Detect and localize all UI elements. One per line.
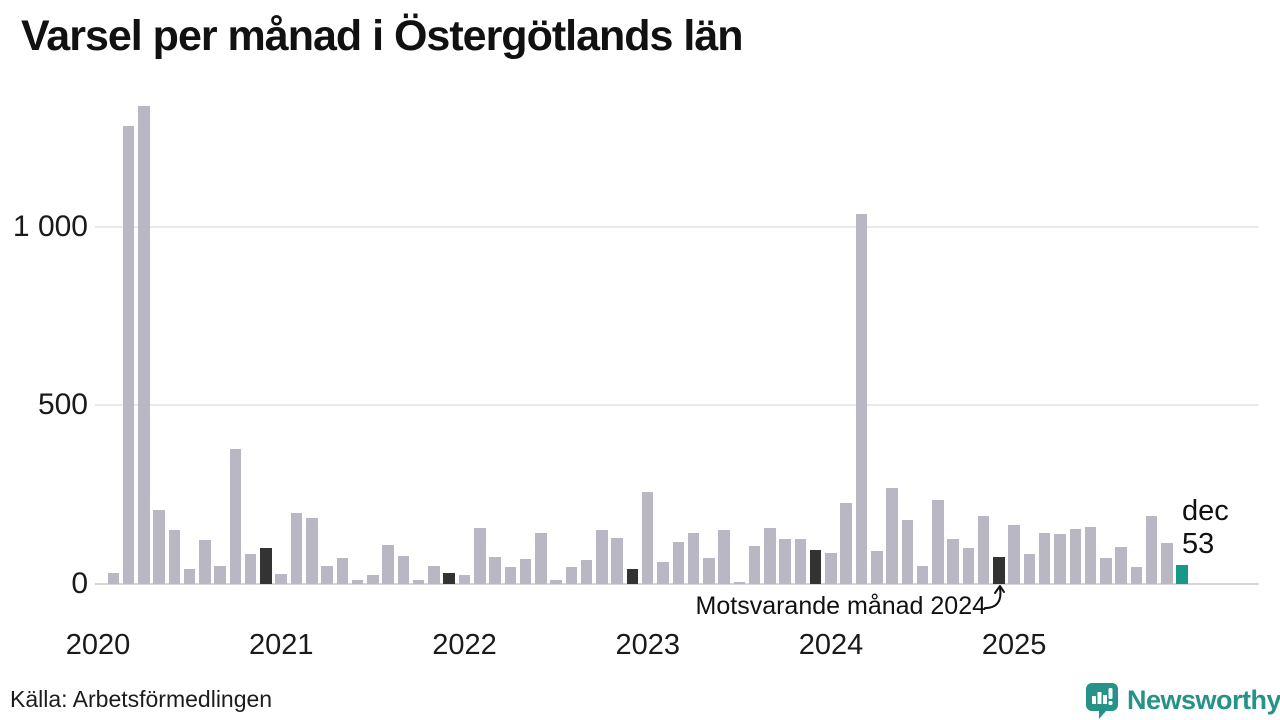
bar-month-48 bbox=[825, 552, 837, 584]
bar-month-63 bbox=[1054, 533, 1066, 584]
bar-month-45 bbox=[779, 538, 791, 584]
x-axis-tick-label-2022: 2022 bbox=[432, 629, 497, 661]
bar-month-70 bbox=[1161, 542, 1173, 584]
x-axis-tick-label-2023: 2023 bbox=[615, 629, 680, 661]
bar-month-3 bbox=[138, 106, 150, 584]
bar-month-40 bbox=[703, 557, 715, 584]
y-axis-tick-label: 0 bbox=[71, 567, 88, 600]
bar-month-21 bbox=[412, 579, 425, 584]
bar-month-71 bbox=[1176, 565, 1188, 584]
bar-month-30 bbox=[550, 579, 562, 584]
bar-month-8 bbox=[214, 566, 226, 584]
y-axis-tick-label: 1 000 bbox=[12, 209, 88, 243]
bar-month-59 bbox=[993, 556, 1005, 584]
bar-month-18 bbox=[367, 575, 379, 584]
bar-month-27 bbox=[504, 566, 517, 584]
current-point-month: dec bbox=[1182, 495, 1229, 527]
bar-month-69 bbox=[1145, 516, 1158, 584]
bar-month-37 bbox=[657, 561, 669, 584]
bar-month-19 bbox=[382, 544, 394, 584]
bar-month-42 bbox=[733, 582, 746, 584]
bar-month-61 bbox=[1023, 553, 1036, 584]
bar-month-12 bbox=[275, 573, 287, 584]
bar-month-22 bbox=[428, 566, 440, 584]
bar-month-14 bbox=[306, 517, 318, 584]
bar-month-4 bbox=[153, 509, 165, 584]
bar-month-67 bbox=[1115, 546, 1127, 584]
bar-month-68 bbox=[1130, 566, 1143, 584]
bar-month-34 bbox=[611, 537, 623, 584]
bar-month-36 bbox=[641, 491, 654, 584]
bar-month-50 bbox=[855, 213, 868, 584]
bar-month-5 bbox=[168, 529, 181, 584]
bar-month-10 bbox=[244, 553, 257, 584]
bar-month-57 bbox=[962, 547, 975, 584]
bar-month-31 bbox=[565, 566, 578, 584]
brand-name: Newsworthy bbox=[1127, 684, 1280, 715]
x-axis-tick-label-2020: 2020 bbox=[65, 629, 131, 661]
bar-month-32 bbox=[580, 560, 593, 584]
current-point-label: dec 53 bbox=[1182, 495, 1229, 561]
bar-month-43 bbox=[748, 545, 761, 584]
annotation-label: Motsvarande månad 2024 bbox=[695, 592, 986, 620]
bar-month-15 bbox=[321, 565, 333, 584]
bar-month-41 bbox=[718, 529, 730, 584]
bar-month-28 bbox=[519, 558, 532, 584]
bar-month-2 bbox=[122, 125, 135, 584]
bar-month-51 bbox=[871, 550, 883, 584]
chart-title: Varsel per månad i Östergötlands län bbox=[21, 12, 744, 60]
bar-month-49 bbox=[840, 502, 852, 584]
bar-month-25 bbox=[474, 527, 486, 584]
source-note: Källa: Arbetsförmedlingen bbox=[10, 686, 273, 712]
bar-month-33 bbox=[596, 529, 608, 584]
current-point-value: 53 bbox=[1182, 528, 1215, 560]
bar-month-1 bbox=[107, 572, 120, 584]
bar-month-7 bbox=[199, 539, 211, 584]
y-axis-tick-label: 500 bbox=[37, 388, 88, 422]
bar-month-44 bbox=[764, 527, 776, 584]
bar-month-53 bbox=[901, 519, 914, 584]
bar-month-6 bbox=[183, 568, 196, 584]
x-axis-tick-label-2024: 2024 bbox=[798, 629, 864, 661]
bar-month-16 bbox=[336, 557, 349, 584]
bar-month-54 bbox=[916, 566, 929, 584]
bar-month-35 bbox=[626, 568, 639, 584]
bar-month-38 bbox=[672, 541, 684, 584]
bar-month-26 bbox=[489, 556, 501, 584]
bar-month-39 bbox=[687, 532, 700, 584]
bar-month-9 bbox=[229, 448, 242, 584]
bar-month-60 bbox=[1008, 524, 1020, 584]
bar-month-64 bbox=[1069, 528, 1082, 584]
bar-month-17 bbox=[351, 579, 364, 584]
bar-month-56 bbox=[947, 538, 959, 584]
bar-month-66 bbox=[1100, 557, 1112, 584]
gridline-500 bbox=[95, 404, 1259, 407]
bar-month-58 bbox=[977, 515, 990, 584]
bar-month-23 bbox=[443, 572, 455, 584]
bar-month-24 bbox=[458, 575, 471, 584]
bar-month-11 bbox=[260, 547, 272, 584]
bar-month-55 bbox=[932, 499, 944, 584]
bar-month-46 bbox=[794, 538, 807, 584]
bar-month-52 bbox=[886, 487, 898, 584]
annotation-arrow-icon bbox=[984, 585, 1005, 609]
x-axis-tick-label-2025: 2025 bbox=[981, 629, 1047, 661]
bar-month-20 bbox=[397, 555, 410, 584]
bar-month-29 bbox=[535, 532, 547, 584]
x-axis-line bbox=[95, 583, 1259, 585]
bar-month-13 bbox=[290, 512, 303, 584]
newsworthy-chart-speech-bubble-icon bbox=[1086, 683, 1118, 719]
bar-month-62 bbox=[1038, 532, 1051, 584]
gridline-1000 bbox=[95, 225, 1259, 228]
bar-month-65 bbox=[1084, 526, 1097, 584]
x-axis-tick-label-2021: 2021 bbox=[248, 629, 314, 661]
bar-month-47 bbox=[809, 549, 822, 584]
brand-logo: Newsworthy bbox=[1084, 681, 1280, 719]
